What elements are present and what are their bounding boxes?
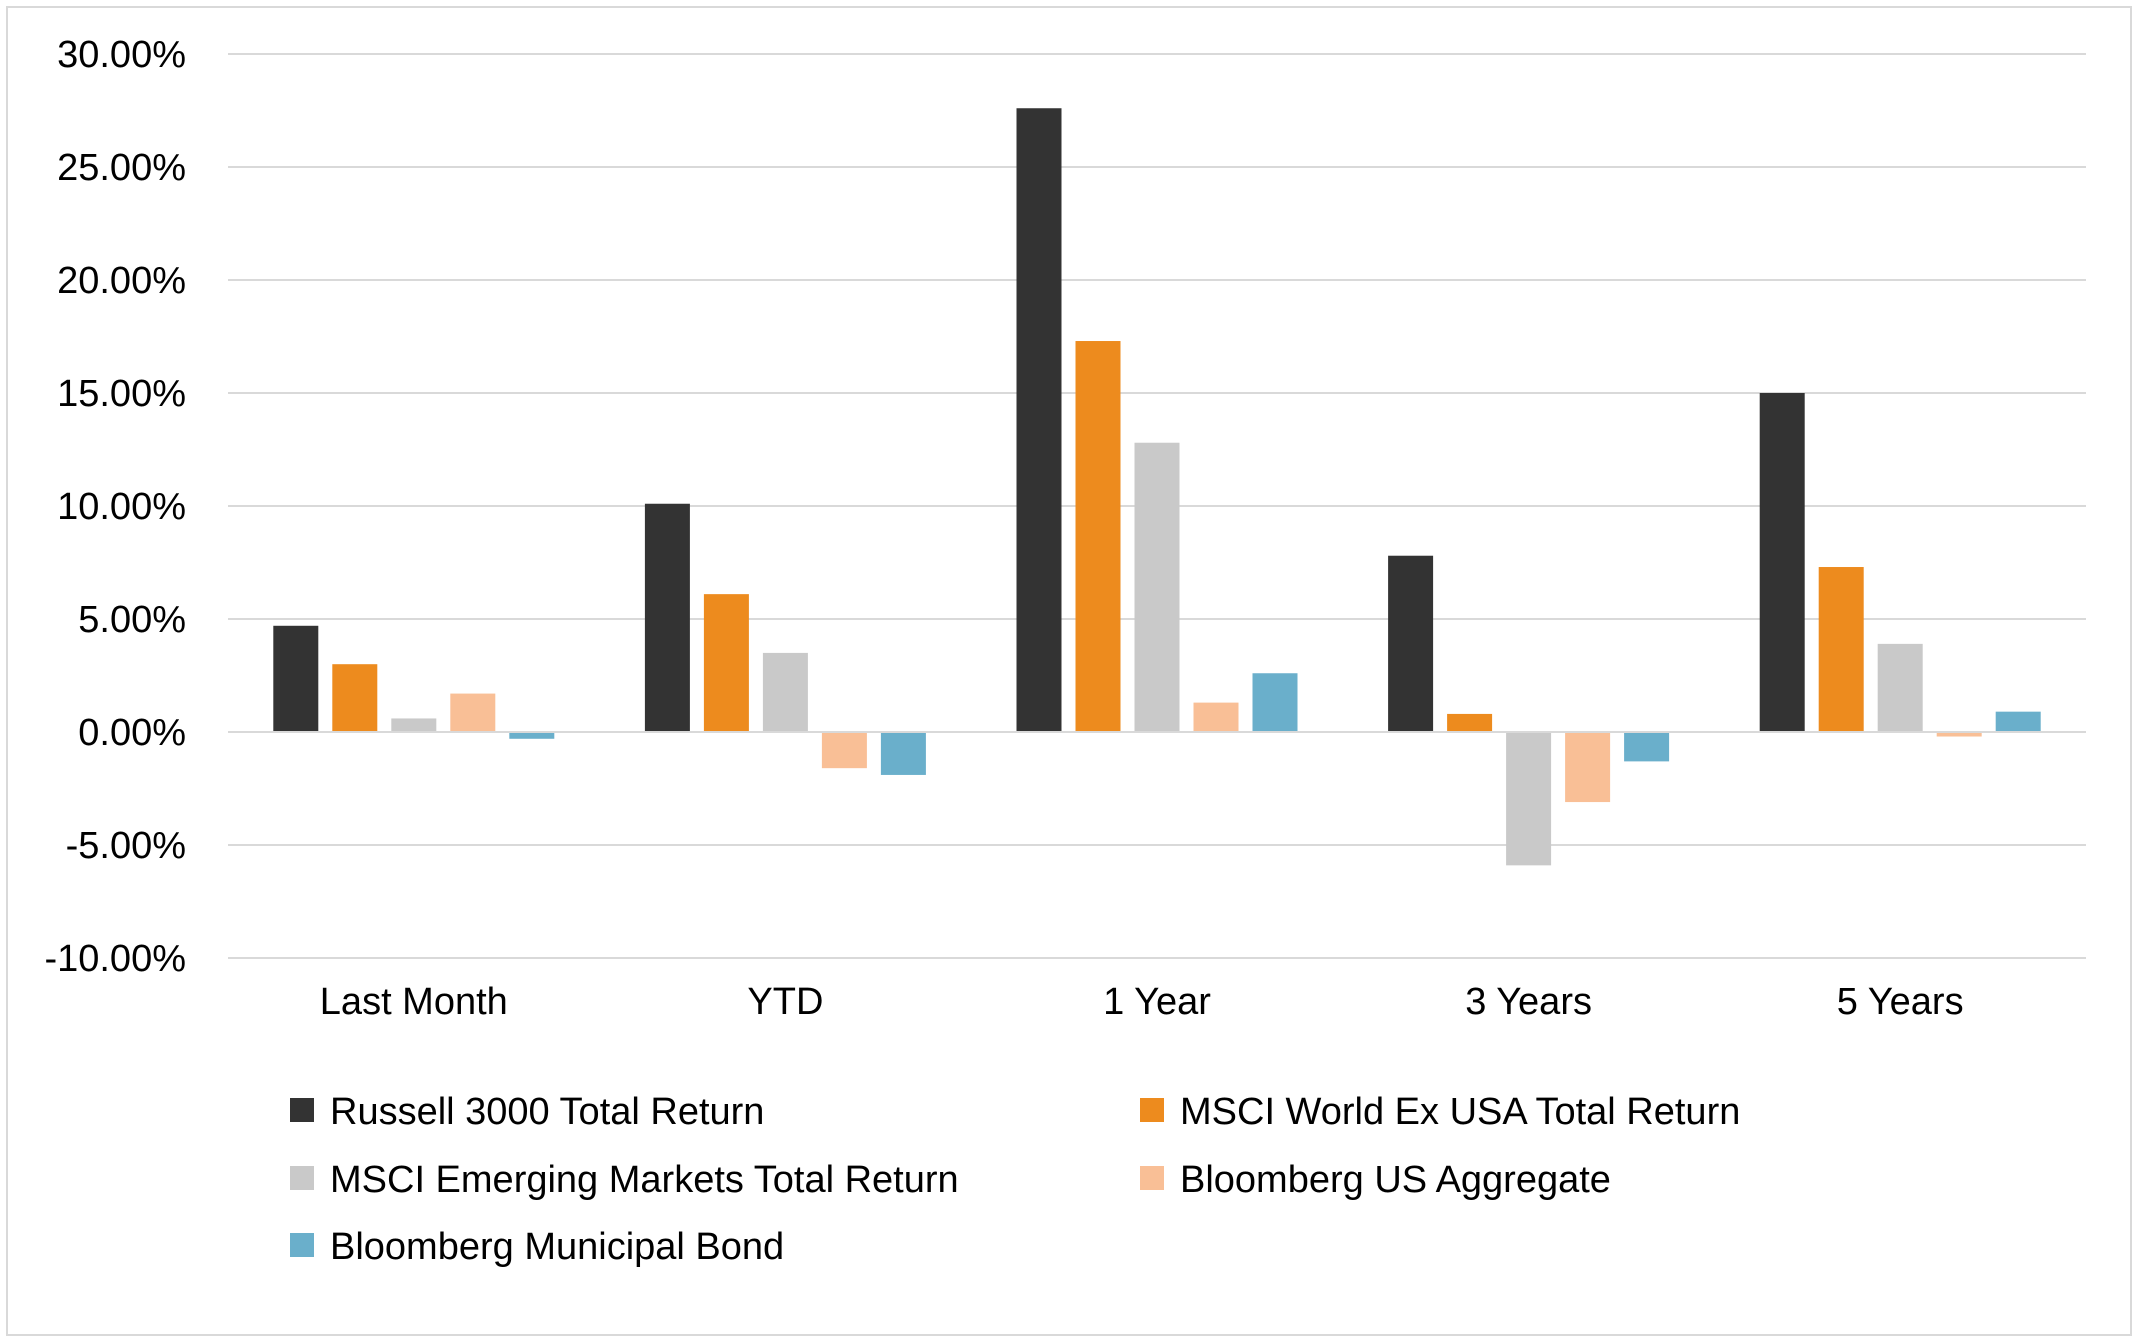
x-axis-category-labels: Last Month YTD 1 Year 3 Years 5 Years <box>320 981 1964 1023</box>
y-tick-label: 15.00% <box>57 373 186 415</box>
x-category-label: 3 Years <box>1465 981 1592 1023</box>
bar-msci-world-ex-usa-total-return-3-years <box>1447 713 1493 732</box>
y-tick-label: 0.00% <box>78 712 186 754</box>
bar-bloomberg-us-aggregate-ytd <box>821 732 867 769</box>
bar-chart: 30.00% 25.00% 20.00% 15.00% 10.00% 5.00% 0.00%… <box>44 34 2086 1268</box>
legend: Russell 3000 Total Return MSCI World Ex U… <box>290 1091 1740 1268</box>
chart-frame: 30.00% 25.00% 20.00% 15.00% 10.00% 5.00% 0.00%… <box>6 6 2132 1336</box>
legend-item: MSCI Emerging Markets Total Return <box>290 1159 959 1201</box>
bar-msci-world-ex-usa-total-return-1-year <box>1075 341 1121 732</box>
bar-msci-emerging-markets-total-return-last-month <box>391 718 437 732</box>
y-tick-label: 5.00% <box>78 599 186 641</box>
x-category-label: Last Month <box>320 981 508 1023</box>
legend-label: MSCI Emerging Markets Total Return <box>330 1159 959 1201</box>
bar-bloomberg-municipal-bond-1-year <box>1252 673 1298 732</box>
x-category-label: YTD <box>747 981 823 1023</box>
bar-bloomberg-us-aggregate-1-year <box>1193 702 1239 732</box>
legend-label: Bloomberg US Aggregate <box>1180 1159 1611 1201</box>
y-axis-tick-labels: 30.00% 25.00% 20.00% 15.00% 10.00% 5.00% 0.00%… <box>44 34 186 980</box>
bar-bloomberg-us-aggregate-3-years <box>1565 732 1611 803</box>
legend-label: Russell 3000 Total Return <box>330 1091 764 1133</box>
legend-item: MSCI World Ex USA Total Return <box>1140 1091 1740 1133</box>
legend-label: MSCI World Ex USA Total Return <box>1180 1091 1740 1133</box>
bar-bloomberg-municipal-bond-last-month <box>509 732 555 739</box>
bar-russell-3000-total-return-3-years <box>1388 555 1434 732</box>
bar-bloomberg-us-aggregate-5-years <box>1936 732 1982 737</box>
bar-bloomberg-municipal-bond-3-years <box>1624 732 1670 762</box>
legend-swatch <box>1140 1098 1164 1122</box>
x-category-label: 1 Year <box>1103 981 1211 1023</box>
bar-bloomberg-municipal-bond-5-years <box>1995 711 2041 732</box>
bar-msci-world-ex-usa-total-return-last-month <box>332 664 378 732</box>
bars <box>273 108 2041 866</box>
bar-russell-3000-total-return-1-year <box>1016 108 1062 733</box>
legend-swatch <box>1140 1166 1164 1190</box>
bar-msci-world-ex-usa-total-return-ytd <box>703 594 749 732</box>
bar-msci-emerging-markets-total-return-5-years <box>1877 643 1923 732</box>
legend-item: Bloomberg US Aggregate <box>1140 1159 1611 1201</box>
bar-msci-emerging-markets-total-return-ytd <box>762 652 808 732</box>
bar-bloomberg-us-aggregate-last-month <box>450 693 496 732</box>
y-tick-label: 25.00% <box>57 147 186 189</box>
bar-russell-3000-total-return-last-month <box>273 625 319 732</box>
legend-swatch <box>290 1233 314 1257</box>
y-tick-label: 20.00% <box>57 260 186 302</box>
legend-swatch <box>290 1166 314 1190</box>
bar-msci-emerging-markets-total-return-1-year <box>1134 442 1180 732</box>
legend-label: Bloomberg Municipal Bond <box>330 1226 784 1268</box>
x-category-label: 5 Years <box>1837 981 1964 1023</box>
bar-bloomberg-municipal-bond-ytd <box>880 732 926 775</box>
bar-russell-3000-total-return-5-years <box>1759 393 1805 732</box>
bar-msci-emerging-markets-total-return-3-years <box>1506 732 1552 866</box>
y-tick-label: -5.00% <box>66 825 186 867</box>
legend-swatch <box>290 1098 314 1122</box>
y-tick-label: 10.00% <box>57 486 186 528</box>
bar-msci-world-ex-usa-total-return-5-years <box>1818 567 1864 732</box>
legend-item: Russell 3000 Total Return <box>290 1091 764 1133</box>
legend-item: Bloomberg Municipal Bond <box>290 1226 784 1268</box>
bar-russell-3000-total-return-ytd <box>644 503 690 732</box>
y-tick-label: -10.00% <box>44 938 186 980</box>
y-tick-label: 30.00% <box>57 34 186 76</box>
